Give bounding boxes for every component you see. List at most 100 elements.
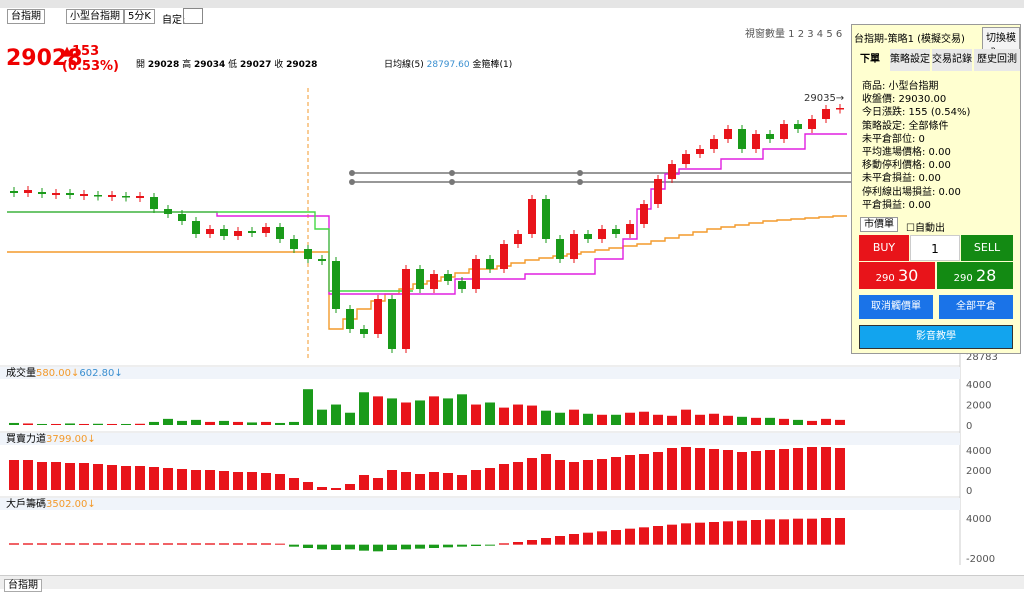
candle (234, 231, 242, 236)
strength-bar (177, 469, 187, 490)
custom-input[interactable] (183, 8, 203, 24)
holders-bar (289, 544, 299, 547)
qty-input[interactable]: 1 (910, 235, 960, 261)
strength-bar (65, 463, 75, 490)
strength-bar (583, 460, 593, 490)
y-tick-label: 0 (966, 486, 972, 497)
candle (10, 191, 18, 193)
volume-bar (345, 412, 355, 425)
volume-bar (23, 423, 33, 425)
candle (444, 274, 452, 281)
volume-bar (261, 421, 271, 425)
ohlc-label: 高 (182, 60, 192, 70)
candle (640, 204, 648, 224)
close-all-button[interactable]: 全部平倉 (939, 295, 1013, 319)
volume-bar (317, 409, 327, 425)
holders-bar (331, 544, 341, 550)
volume-bar (415, 400, 425, 425)
candle (766, 134, 774, 139)
volume-bar (835, 419, 845, 425)
auto-exit[interactable]: ☐自動出 (906, 223, 945, 234)
holders-bar (807, 518, 817, 545)
bottom-tab[interactable]: 台指期 (4, 579, 42, 592)
holders-bar (779, 519, 789, 545)
y-tick-label: 2000 (966, 466, 991, 477)
candle (598, 229, 606, 239)
info-line: 未平倉損益: 0.00 (862, 173, 941, 185)
volume-bar (93, 423, 103, 425)
level-dot (449, 179, 455, 185)
strength-bar (247, 472, 257, 490)
video-button[interactable]: 影音教學 (859, 325, 1013, 349)
volume-bar (65, 423, 75, 425)
market-select[interactable]: 台指期 (7, 9, 45, 24)
holders-bar (835, 518, 845, 545)
strength-bar (709, 449, 719, 490)
bid-button[interactable]: 290 30 (859, 262, 935, 289)
volume-bar (79, 423, 89, 425)
sell-button[interactable]: SELL (961, 235, 1013, 261)
candle (178, 214, 186, 221)
strength-bar (415, 474, 425, 490)
strength-bar (611, 457, 621, 490)
ask-button[interactable]: 290 28 (937, 262, 1013, 289)
candle (304, 249, 312, 259)
strength-bar (793, 448, 803, 490)
buy-button[interactable]: BUY (859, 235, 909, 261)
candle (542, 199, 550, 239)
strength-bar (163, 468, 173, 490)
strength-bar (723, 450, 733, 490)
last-price: 29028 (6, 46, 83, 71)
holders-bar (541, 538, 551, 545)
volume-bar (737, 416, 747, 425)
ohlc: 開 29028 高 29034 低 29027 收 29028 (136, 57, 317, 70)
strength-bar (513, 462, 523, 490)
tab[interactable]: 交易記錄 (932, 49, 972, 71)
y-tick-label: 4000 (966, 446, 991, 457)
candle (752, 134, 760, 149)
cancel-button[interactable]: 取消觸價單 (859, 295, 933, 319)
tab[interactable]: 策略設定 (890, 49, 930, 71)
volume-bar (429, 396, 439, 425)
strength-bar (667, 448, 677, 490)
period-select[interactable]: 5分K (124, 9, 155, 24)
candle (612, 229, 620, 234)
stick-label: 金箍棒(1) (472, 60, 513, 70)
strength-bar (373, 478, 383, 490)
title-bar (0, 0, 1024, 8)
volume-bar (765, 417, 775, 425)
order-type[interactable]: 市價單 (860, 217, 898, 232)
tab[interactable]: 下單 (852, 49, 888, 71)
volume-bar (513, 404, 523, 425)
holders-bar (709, 522, 719, 545)
holders-bar (611, 530, 621, 545)
holders-bar (499, 543, 509, 545)
holders-bar (471, 544, 481, 546)
high-note: 29035→ (804, 93, 844, 104)
strength-bar (751, 451, 761, 490)
holders-bar (583, 532, 593, 545)
candle (360, 329, 368, 334)
ma-label: 日均線(5) (384, 60, 424, 70)
tab[interactable]: 歷史回測 (974, 49, 1020, 71)
candle (416, 269, 424, 289)
panel-header (0, 498, 960, 510)
holders-bar (93, 543, 103, 545)
volume-bar (219, 420, 229, 425)
strength-bar (681, 447, 691, 490)
volume-bar (387, 398, 397, 425)
y-tick-label: 2000 (966, 401, 991, 412)
volume-bar (695, 414, 705, 425)
holders-bar (163, 543, 173, 545)
volume-bar (821, 418, 831, 425)
holders-bar (555, 536, 565, 545)
info-line: 策略設定: 全部條件 (862, 120, 949, 132)
product-select[interactable]: 小型台指期 (66, 9, 124, 24)
level-dot (349, 179, 355, 185)
info-line: 收盤價: 29030.00 (862, 94, 947, 106)
candle (668, 164, 676, 179)
holders-bar (569, 534, 579, 545)
holders-v1: 3502.00↓ (46, 499, 96, 510)
strength-bar (569, 462, 579, 490)
order-panel: 台指期-策略1 (模擬交易) 切換模式 下單 策略設定 交易記錄 歷史回測 商品… (851, 24, 1021, 354)
